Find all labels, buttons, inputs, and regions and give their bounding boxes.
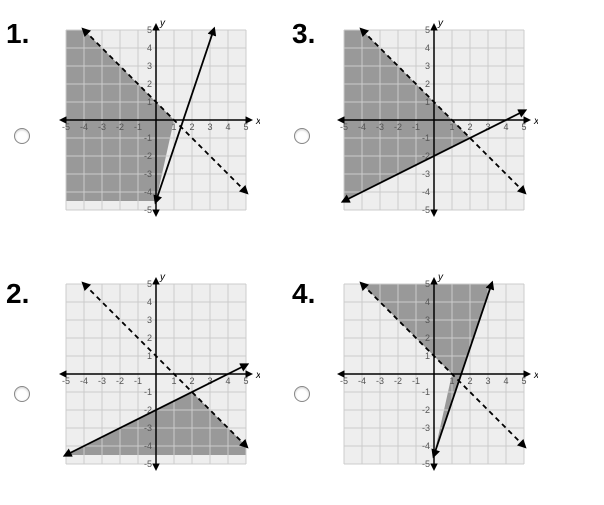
chart-panel-4: -5-5-4-4-3-3-2-2-1-11122334455xy <box>330 270 538 478</box>
svg-text:2: 2 <box>467 376 472 386</box>
panel-label-2: 2. <box>6 278 29 310</box>
svg-text:y: y <box>437 272 444 283</box>
svg-text:-3: -3 <box>376 122 384 132</box>
svg-text:-3: -3 <box>98 122 106 132</box>
svg-text:-2: -2 <box>394 376 402 386</box>
svg-text:3: 3 <box>147 61 152 71</box>
svg-text:3: 3 <box>207 122 212 132</box>
svg-text:5: 5 <box>425 25 430 35</box>
svg-text:-3: -3 <box>144 169 152 179</box>
chart-panel-3: -5-5-4-4-3-3-2-2-1-11122334455xy <box>330 16 538 224</box>
svg-text:-5: -5 <box>340 122 348 132</box>
svg-text:-1: -1 <box>412 122 420 132</box>
svg-text:y: y <box>159 18 166 29</box>
svg-text:2: 2 <box>467 122 472 132</box>
svg-text:-3: -3 <box>422 169 430 179</box>
svg-text:x: x <box>533 370 538 381</box>
svg-text:-4: -4 <box>144 441 152 451</box>
svg-text:4: 4 <box>425 43 430 53</box>
svg-text:5: 5 <box>147 25 152 35</box>
svg-text:-1: -1 <box>422 387 430 397</box>
svg-text:-1: -1 <box>134 376 142 386</box>
svg-text:-4: -4 <box>80 122 88 132</box>
svg-text:3: 3 <box>147 315 152 325</box>
svg-text:5: 5 <box>243 122 248 132</box>
svg-text:3: 3 <box>485 376 490 386</box>
svg-text:-4: -4 <box>358 122 366 132</box>
svg-text:-2: -2 <box>422 405 430 415</box>
svg-text:2: 2 <box>147 79 152 89</box>
svg-text:x: x <box>255 370 260 381</box>
svg-text:1: 1 <box>449 376 454 386</box>
svg-text:1: 1 <box>425 351 430 361</box>
radio-option-1[interactable] <box>14 128 30 144</box>
svg-text:-5: -5 <box>144 205 152 215</box>
svg-text:2: 2 <box>425 79 430 89</box>
svg-text:-2: -2 <box>144 151 152 161</box>
svg-text:-2: -2 <box>116 122 124 132</box>
panel-label-3: 3. <box>292 18 315 50</box>
svg-text:2: 2 <box>189 376 194 386</box>
svg-text:-1: -1 <box>134 122 142 132</box>
svg-text:2: 2 <box>189 122 194 132</box>
svg-text:-4: -4 <box>80 376 88 386</box>
svg-text:4: 4 <box>225 376 230 386</box>
svg-text:-5: -5 <box>422 205 430 215</box>
svg-text:-1: -1 <box>422 133 430 143</box>
svg-text:-4: -4 <box>358 376 366 386</box>
svg-text:-5: -5 <box>62 122 70 132</box>
svg-text:3: 3 <box>425 315 430 325</box>
svg-text:2: 2 <box>147 333 152 343</box>
radio-option-2[interactable] <box>14 386 30 402</box>
svg-text:x: x <box>255 116 260 127</box>
svg-text:4: 4 <box>147 43 152 53</box>
svg-text:-5: -5 <box>144 459 152 469</box>
chart-panel-1: -5-5-4-4-3-3-2-2-1-11122334455xy <box>52 16 260 224</box>
svg-text:5: 5 <box>425 279 430 289</box>
svg-text:3: 3 <box>425 61 430 71</box>
svg-text:1: 1 <box>171 376 176 386</box>
panel-label-4: 4. <box>292 278 315 310</box>
svg-text:4: 4 <box>503 376 508 386</box>
svg-text:5: 5 <box>243 376 248 386</box>
chart-panel-2: -5-5-4-4-3-3-2-2-1-11122334455xy <box>52 270 260 478</box>
svg-text:1: 1 <box>449 122 454 132</box>
svg-text:4: 4 <box>225 122 230 132</box>
svg-text:4: 4 <box>425 297 430 307</box>
svg-text:y: y <box>159 272 166 283</box>
svg-text:1: 1 <box>425 97 430 107</box>
svg-text:-5: -5 <box>62 376 70 386</box>
svg-text:-4: -4 <box>144 187 152 197</box>
svg-text:1: 1 <box>147 351 152 361</box>
svg-text:5: 5 <box>521 122 526 132</box>
svg-text:-2: -2 <box>394 122 402 132</box>
svg-text:-1: -1 <box>144 133 152 143</box>
svg-text:1: 1 <box>147 97 152 107</box>
svg-text:-3: -3 <box>144 423 152 433</box>
svg-text:-1: -1 <box>144 387 152 397</box>
svg-text:2: 2 <box>425 333 430 343</box>
svg-text:-3: -3 <box>98 376 106 386</box>
svg-text:-5: -5 <box>422 459 430 469</box>
svg-text:4: 4 <box>147 297 152 307</box>
svg-text:-4: -4 <box>422 441 430 451</box>
radio-option-4[interactable] <box>294 386 310 402</box>
svg-text:-2: -2 <box>116 376 124 386</box>
svg-text:-3: -3 <box>422 423 430 433</box>
svg-text:5: 5 <box>147 279 152 289</box>
svg-text:-3: -3 <box>376 376 384 386</box>
panel-label-1: 1. <box>6 18 29 50</box>
svg-text:-4: -4 <box>422 187 430 197</box>
svg-text:-5: -5 <box>340 376 348 386</box>
svg-text:y: y <box>437 18 444 29</box>
svg-text:x: x <box>533 116 538 127</box>
svg-text:-1: -1 <box>412 376 420 386</box>
svg-text:4: 4 <box>503 122 508 132</box>
svg-text:1: 1 <box>171 122 176 132</box>
svg-text:5: 5 <box>521 376 526 386</box>
radio-option-3[interactable] <box>294 128 310 144</box>
